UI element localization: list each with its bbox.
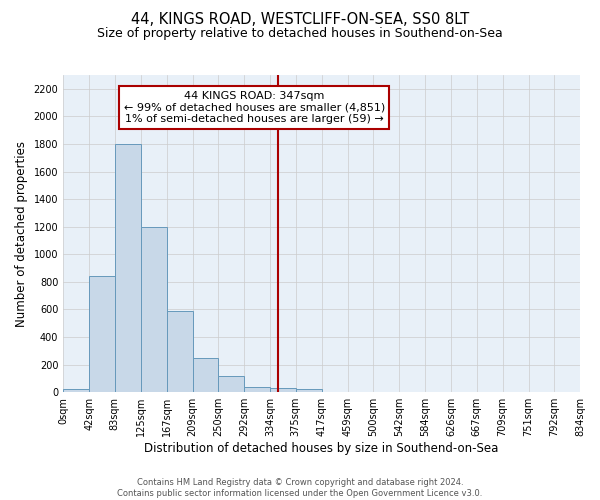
Text: 44, KINGS ROAD, WESTCLIFF-ON-SEA, SS0 8LT: 44, KINGS ROAD, WESTCLIFF-ON-SEA, SS0 8L… — [131, 12, 469, 28]
Bar — [270, 388, 296, 392]
Bar — [167, 311, 193, 392]
Bar — [296, 389, 322, 392]
Bar — [89, 276, 115, 392]
Bar — [140, 226, 167, 392]
Bar — [63, 389, 89, 392]
Text: 44 KINGS ROAD: 347sqm
← 99% of detached houses are smaller (4,851)
1% of semi-de: 44 KINGS ROAD: 347sqm ← 99% of detached … — [124, 91, 385, 124]
X-axis label: Distribution of detached houses by size in Southend-on-Sea: Distribution of detached houses by size … — [145, 442, 499, 455]
Bar — [244, 386, 270, 392]
Y-axis label: Number of detached properties: Number of detached properties — [15, 140, 28, 326]
Text: Size of property relative to detached houses in Southend-on-Sea: Size of property relative to detached ho… — [97, 28, 503, 40]
Bar — [115, 144, 140, 392]
Bar — [218, 376, 244, 392]
Bar — [193, 358, 218, 392]
Text: Contains HM Land Registry data © Crown copyright and database right 2024.
Contai: Contains HM Land Registry data © Crown c… — [118, 478, 482, 498]
